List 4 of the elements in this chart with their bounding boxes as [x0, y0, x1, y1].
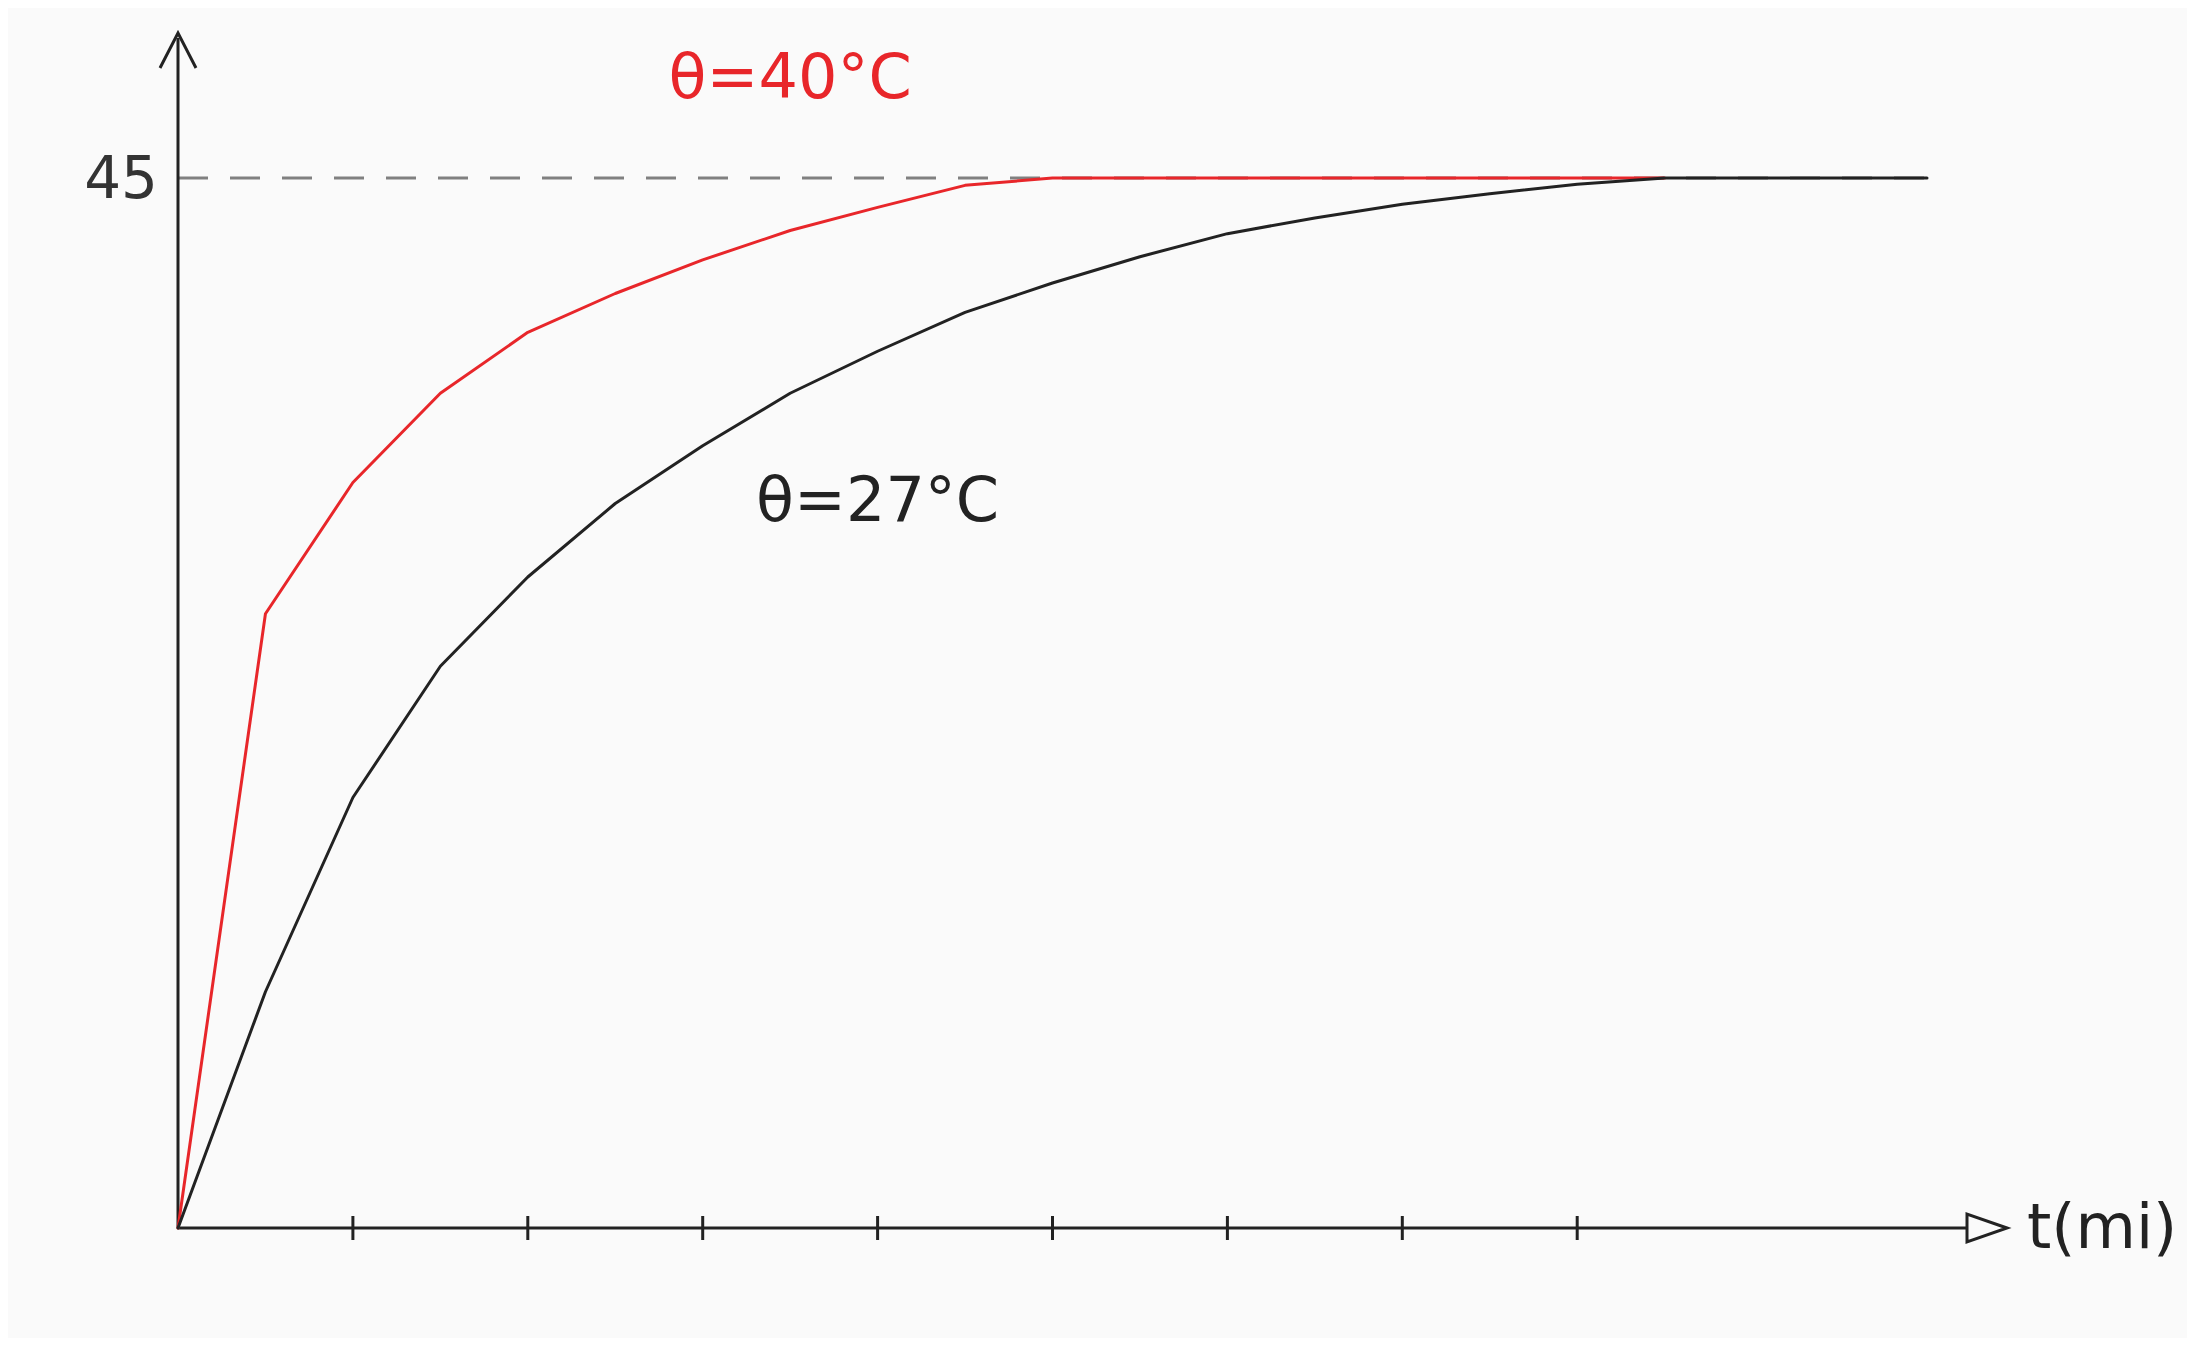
text: 45	[84, 144, 158, 212]
series-label: θ=27°C	[756, 463, 1000, 537]
series-label: θ=40°C	[668, 40, 912, 113]
x-axis-title: t(mi)	[2027, 1190, 2178, 1263]
